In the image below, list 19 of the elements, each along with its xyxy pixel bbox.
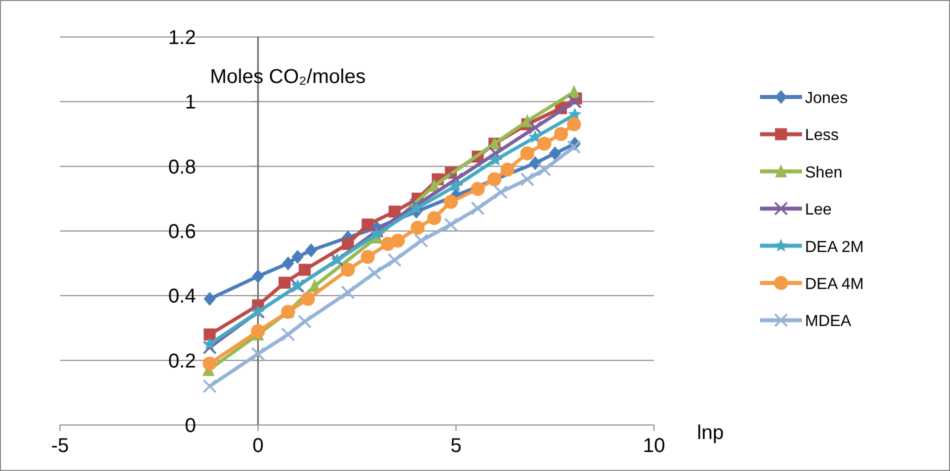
legend-label: Less xyxy=(805,127,839,144)
y-tick-label: 0.6 xyxy=(168,221,196,243)
y-tick-label: 0.2 xyxy=(168,350,196,372)
x-tick-label: 5 xyxy=(450,435,462,457)
y-tick-label: 1.2 xyxy=(168,27,196,49)
y-tick-label: 0.8 xyxy=(168,156,196,178)
x-axis-title: lnp xyxy=(697,422,724,444)
y-tick-label: 0.4 xyxy=(168,286,196,308)
legend-label: Shen xyxy=(805,164,842,182)
y-tick-label: 0 xyxy=(184,415,196,437)
legend-label: MDEA xyxy=(805,313,852,330)
legend-label: Lee xyxy=(805,202,832,219)
legend-label: Jones xyxy=(805,90,848,107)
y-tick-label: 1 xyxy=(184,92,196,114)
legend-label: DEA 4M xyxy=(805,276,864,293)
legend-label: DEA 2M xyxy=(805,238,864,256)
x-tick-label: 10 xyxy=(642,435,666,457)
x-tick-label: 0 xyxy=(252,435,264,457)
x-tick-label: -5 xyxy=(51,435,69,457)
